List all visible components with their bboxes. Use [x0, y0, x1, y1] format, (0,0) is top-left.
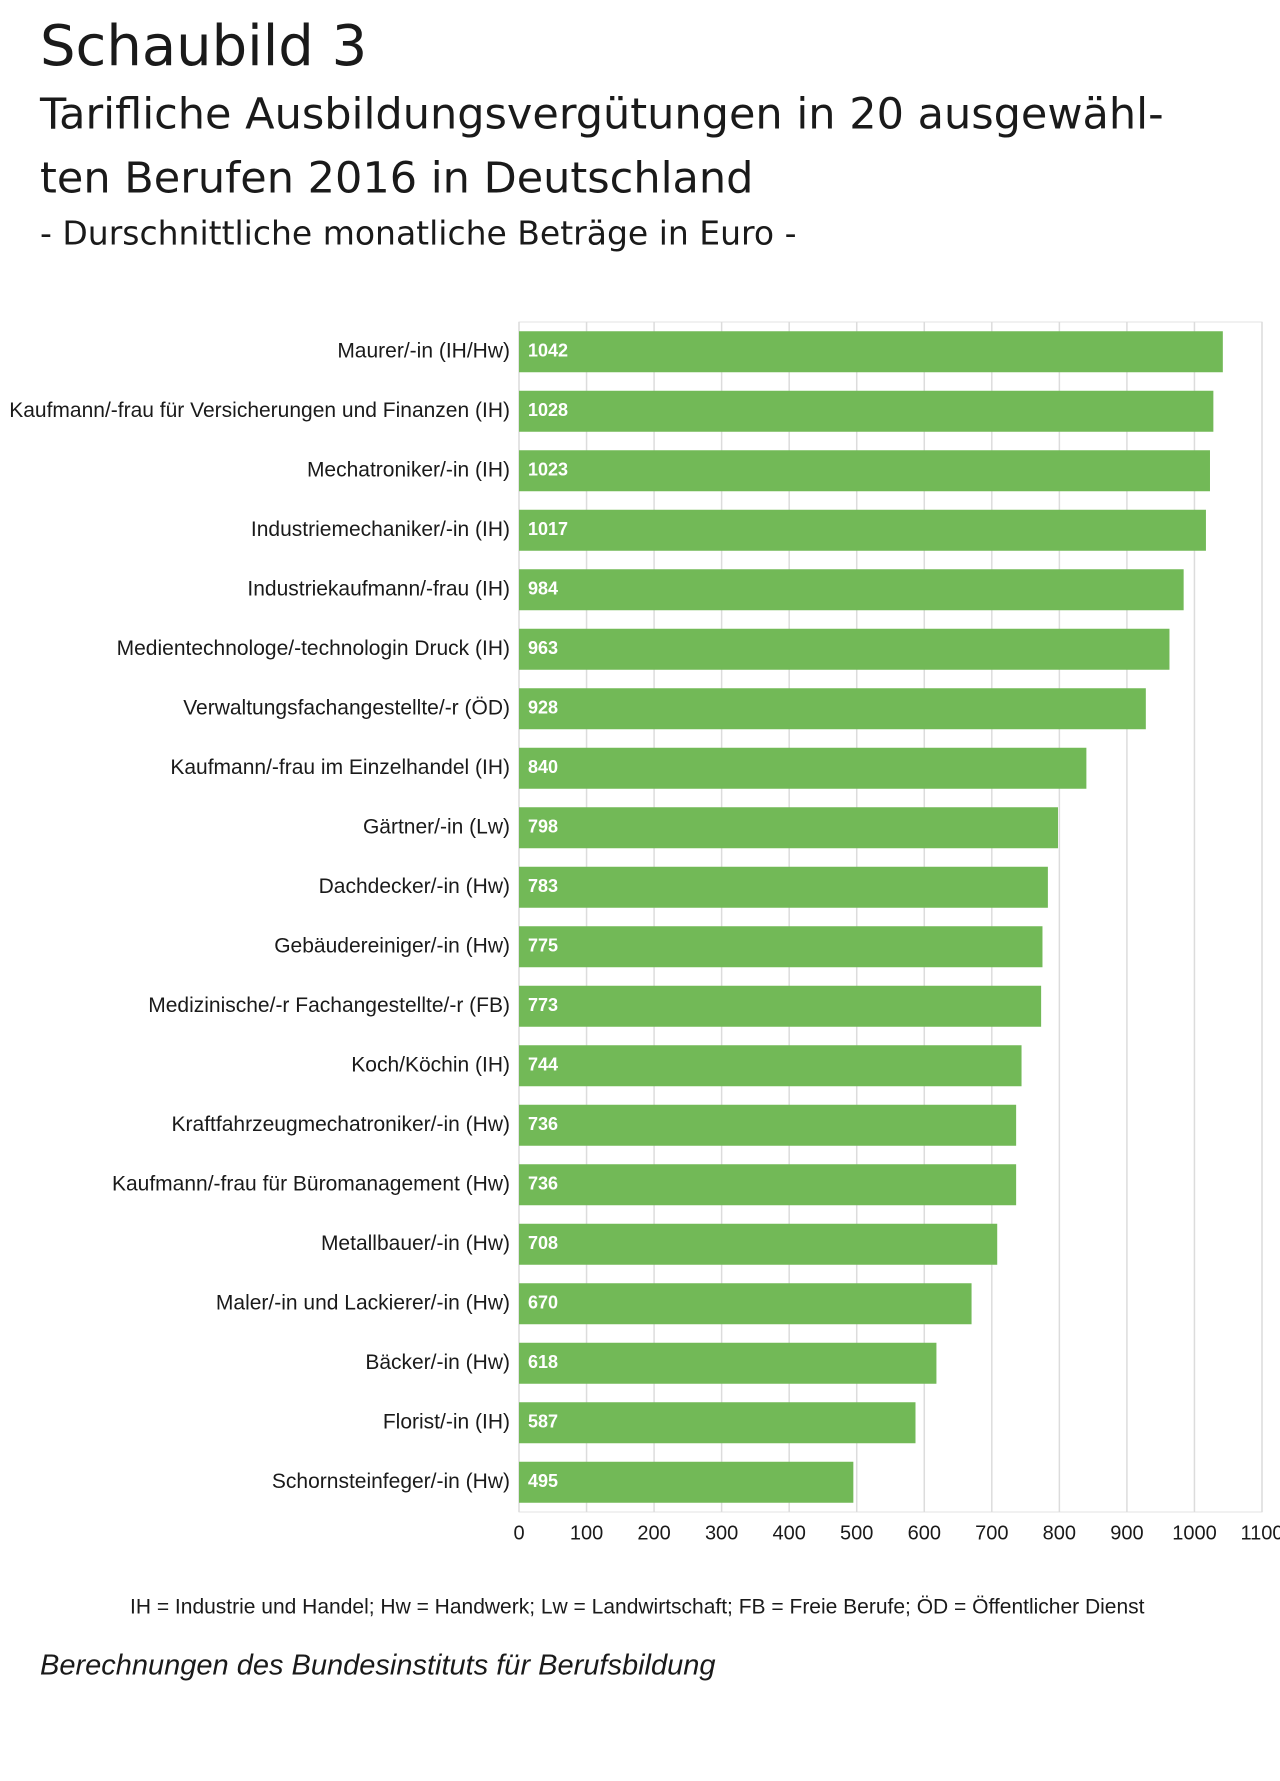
y-tick-label: Dachdecker/-in (Hw): [319, 875, 510, 898]
chart-heading: Schaubild 3: [40, 14, 367, 79]
y-tick-label: Kaufmann/-frau im Einzelhandel (IH): [170, 756, 510, 779]
bar: [519, 866, 1048, 908]
y-tick-label: Industriemechaniker/-in (IH): [251, 518, 510, 541]
x-tick-label: 400: [772, 1522, 805, 1544]
x-tick-label: 0: [513, 1522, 524, 1544]
y-tick-label: Medizinische/-r Fachangestellte/-r (FB): [148, 994, 510, 1017]
bar: [519, 1045, 1022, 1087]
y-tick-label: Medientechnologe/-technologin Druck (IH): [117, 637, 510, 660]
value-label: 618: [528, 1352, 558, 1372]
x-tick-label: 600: [908, 1522, 941, 1544]
x-tick-label: 1100: [1240, 1522, 1280, 1544]
bar: [519, 1402, 916, 1444]
x-tick-label: 800: [1043, 1522, 1076, 1544]
chart-title: ten Berufen 2016 in Deutschland: [40, 154, 753, 204]
y-tick-label: Mechatroniker/-in (IH): [307, 458, 510, 481]
y-tick-label: Verwaltungsfachangestellte/-r (ÖD): [183, 696, 510, 719]
bar: [519, 1223, 998, 1265]
y-tick-label: Kaufmann/-frau für Versicherungen und Fi…: [9, 399, 510, 422]
value-label: 736: [528, 1114, 558, 1134]
y-tick-label: Gärtner/-in (Lw): [363, 815, 510, 838]
y-tick-label: Bäcker/-in (Hw): [365, 1351, 510, 1374]
value-label: 984: [528, 579, 558, 599]
value-label: 1028: [528, 400, 568, 420]
bar: [519, 985, 1042, 1027]
bar: [519, 450, 1210, 492]
value-label: 963: [528, 638, 558, 658]
chart-subtitle: - Durschnittliche monatliche Beträge in …: [40, 214, 796, 253]
y-tick-label: Koch/Köchin (IH): [351, 1053, 510, 1076]
value-label: 736: [528, 1174, 558, 1194]
value-label: 495: [528, 1471, 558, 1491]
bar: [519, 926, 1043, 968]
y-tick-label: Kaufmann/-frau für Büromanagement (Hw): [112, 1172, 510, 1195]
value-label: 587: [528, 1412, 558, 1432]
x-tick-label: 500: [840, 1522, 873, 1544]
y-tick-label: Metallbauer/-in (Hw): [321, 1232, 510, 1255]
value-label: 708: [528, 1233, 558, 1253]
chart-title: Tarifliche Ausbildungsvergütungen in 20 …: [39, 90, 1164, 140]
y-tick-label: Gebäudereiniger/-in (Hw): [274, 934, 510, 957]
plot-border: [518, 321, 1263, 1513]
x-tick-label: 900: [1110, 1522, 1143, 1544]
bar: [519, 569, 1184, 611]
bar: [519, 688, 1146, 730]
bar: [519, 1461, 854, 1503]
bar: [519, 1164, 1017, 1206]
bar: [519, 390, 1214, 432]
bar: [519, 628, 1170, 670]
x-tick-label: 1000: [1172, 1522, 1217, 1544]
footnote: IH = Industrie und Handel; Hw = Handwerk…: [130, 1596, 1145, 1619]
source: Berechnungen des Bundesinstituts für Ber…: [40, 1650, 716, 1682]
value-label: 928: [528, 698, 558, 718]
y-tick-label: Schornsteinfeger/-in (Hw): [272, 1470, 510, 1493]
bar: [519, 1283, 972, 1325]
y-tick-label: Kraftfahrzeugmechatroniker/-in (Hw): [172, 1113, 510, 1136]
value-label: 798: [528, 817, 558, 837]
x-tick-label: 200: [637, 1522, 670, 1544]
x-tick-label: 700: [975, 1522, 1008, 1544]
value-label: 1017: [528, 519, 568, 539]
x-tick-label: 100: [570, 1522, 603, 1544]
value-label: 744: [528, 1055, 558, 1075]
value-label: 840: [528, 757, 558, 777]
value-label: 773: [528, 995, 558, 1015]
bar: [519, 1342, 937, 1384]
y-tick-label: Industriekaufmann/-frau (IH): [247, 577, 510, 600]
value-label: 783: [528, 876, 558, 896]
y-tick-label: Maurer/-in (IH/Hw): [337, 339, 510, 362]
bar: [519, 747, 1087, 789]
y-tick-label: Maler/-in und Lackierer/-in (Hw): [216, 1291, 510, 1314]
bar: [519, 1104, 1017, 1146]
value-label: 775: [528, 936, 558, 956]
x-tick-label: 300: [705, 1522, 738, 1544]
value-label: 670: [528, 1293, 558, 1313]
bar: [519, 509, 1206, 551]
y-tick-label: Florist/-in (IH): [383, 1410, 510, 1433]
value-label: 1042: [528, 341, 568, 361]
bar: [519, 331, 1223, 373]
value-label: 1023: [528, 460, 568, 480]
bar: [519, 807, 1059, 849]
